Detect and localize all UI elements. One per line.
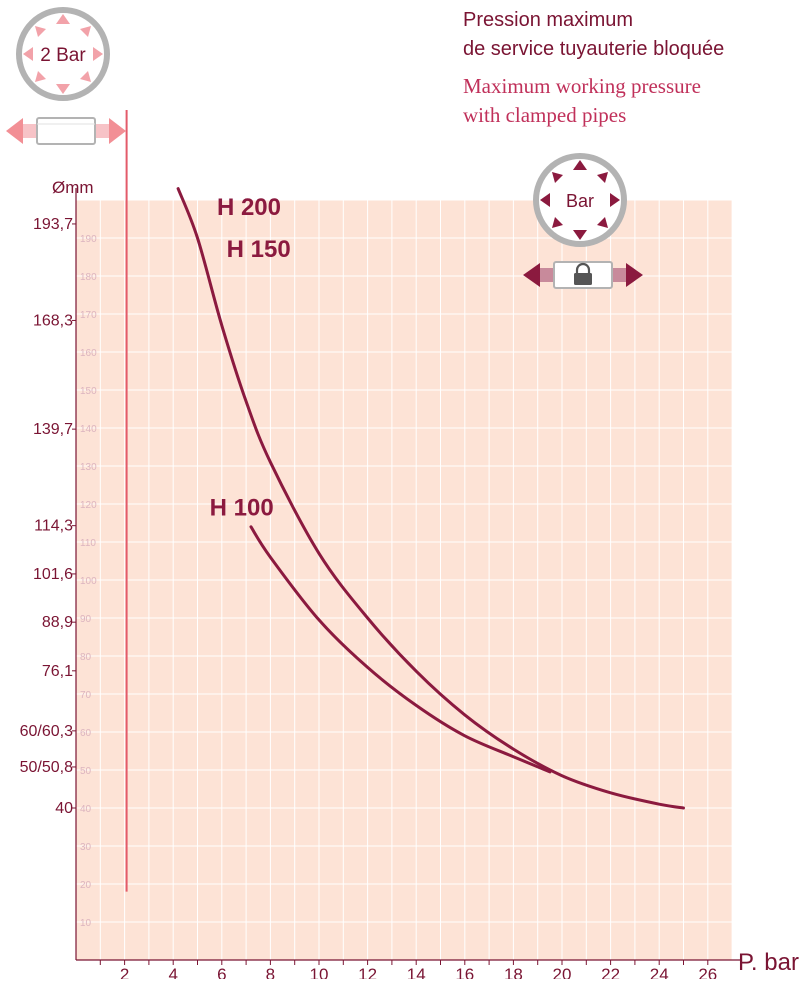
x-tick-labels: 2 4 6 8 10 12 14 16 18 20 22 24 26	[120, 965, 717, 984]
diameter-label: 193,7	[33, 216, 73, 233]
x-tick-label: 26	[698, 965, 717, 979]
y-faint-tick-label: 160	[80, 348, 97, 359]
two-bar-label: 2 Bar	[40, 45, 86, 66]
diameter-label: 168,3	[33, 312, 73, 329]
diameter-label: 76,1	[42, 663, 73, 680]
x-axis-label: P. bar	[738, 949, 799, 976]
padlock-icon	[574, 262, 592, 285]
y-faint-tick-label: 10	[80, 918, 92, 929]
y-faint-tick-label: 20	[80, 880, 92, 891]
x-tick-label: 12	[358, 965, 377, 979]
y-faint-tick-label: 190	[80, 234, 97, 245]
series-lines: H 200 H 150 H 100	[176, 187, 685, 810]
diameter-label: 60/60,3	[20, 723, 73, 740]
x-tick-label: 2	[120, 965, 129, 979]
two-bar-badge: 2 Bar	[16, 7, 110, 101]
title-en-line2: with clamped pipes	[463, 103, 626, 127]
pipe-double-arrow-icon	[6, 117, 126, 145]
title-fr-line2: de service tuyauterie bloquée	[463, 38, 724, 60]
y-faint-tick-label: 180	[80, 272, 97, 283]
x-tick-label: 22	[601, 965, 620, 979]
y-axis-label: Ømm	[52, 178, 94, 197]
y-faint-tick-label: 30	[80, 842, 92, 853]
diameter-label: 114,3	[34, 518, 73, 535]
title-fr-line1: Pression maximum	[463, 9, 633, 31]
y-faint-tick-label: 140	[80, 424, 97, 435]
x-tick-label: 10	[310, 965, 329, 979]
bar-badge: Bar	[533, 153, 627, 247]
diameter-label: 40	[55, 800, 73, 817]
series-line-h100	[249, 525, 552, 774]
series-line-h200-h150	[176, 187, 685, 810]
y-faint-tick-label: 100	[80, 576, 97, 587]
y-faint-tick-label: 50	[80, 766, 92, 777]
x-tick-label: 24	[650, 965, 669, 979]
padlock-pipe-icon	[523, 261, 643, 289]
y-faint-tick-label: 110	[80, 538, 96, 549]
title-en-line1: Maximum working pressure	[463, 74, 701, 98]
y-faint-tick-label: 90	[80, 614, 92, 625]
x-tick-label: 4	[168, 965, 177, 979]
y-faint-tick-label: 40	[80, 804, 92, 815]
x-tick-label: 18	[504, 965, 523, 979]
y-faint-tick-label: 130	[80, 462, 97, 473]
series-label: H 100	[210, 494, 274, 521]
pressure-circle-icon	[533, 153, 627, 247]
plot-area	[75, 110, 741, 965]
diameter-label: 50/50,8	[20, 759, 73, 776]
pressure-circle-icon	[16, 7, 110, 101]
bar-label: Bar	[566, 191, 594, 211]
x-tick-label: 6	[217, 965, 226, 979]
y-tick-labels: 10 20 30 40 50 60 70 80 90 100 110 120 130 140 150 160 1…	[20, 216, 98, 929]
y-faint-tick-label: 150	[80, 386, 97, 397]
series-label: H 200	[217, 194, 281, 221]
y-faint-tick-label: 120	[80, 500, 97, 511]
y-faint-tick-label: 70	[80, 690, 92, 701]
x-tick-label: 14	[407, 965, 426, 979]
diameter-label: 88,9	[42, 614, 73, 631]
x-tick-label: 16	[455, 965, 474, 979]
y-faint-tick-label: 80	[80, 652, 92, 663]
y-faint-tick-label: 60	[80, 728, 92, 739]
y-faint-tick-label: 170	[80, 310, 97, 321]
diameter-label: 139,7	[33, 421, 73, 438]
x-tick-label: 8	[266, 965, 275, 979]
series-label: H 150	[227, 236, 291, 263]
diameter-label: 101,6	[33, 566, 73, 583]
x-tick-label: 20	[553, 965, 572, 979]
